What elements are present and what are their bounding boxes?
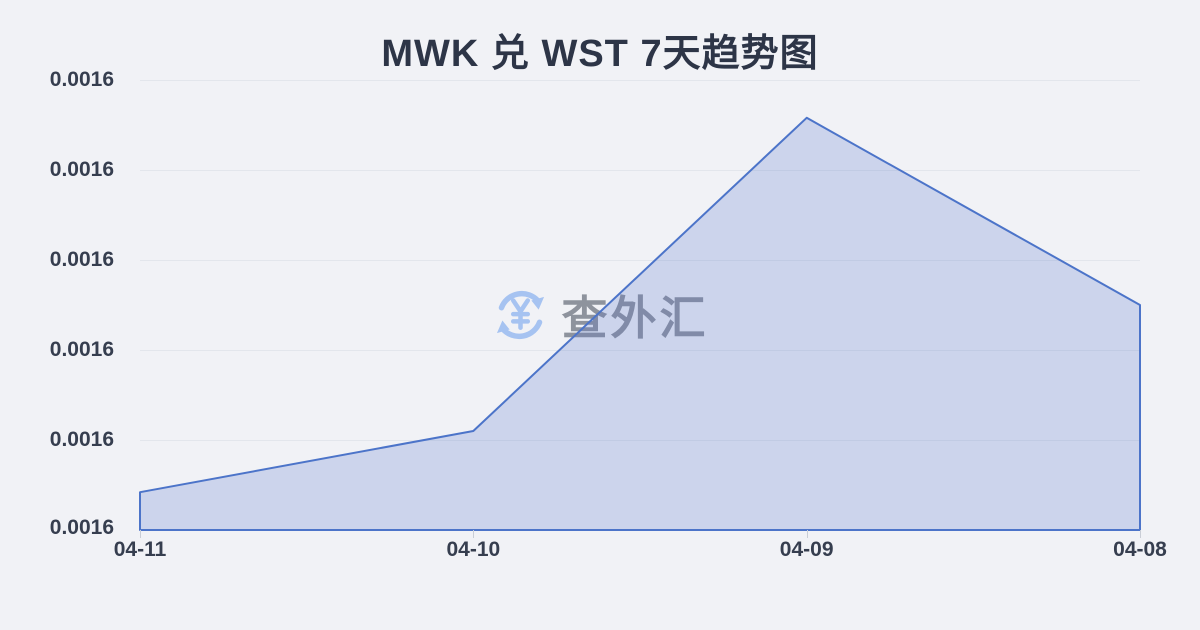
y-tick-label: 0.0016	[49, 428, 114, 451]
y-tick-label: 0.0016	[49, 338, 114, 361]
y-tick-label: 0.0016	[49, 516, 114, 539]
y-tick-label: 0.0016	[49, 158, 114, 181]
x-tick	[806, 530, 808, 538]
x-axis: 04-11 04-10 04-09 04-08	[114, 530, 1167, 568]
y-tick-label: 0.0016	[49, 68, 114, 91]
gridline	[140, 80, 1140, 81]
y-tick-label: 0.0016	[49, 248, 114, 271]
x-tick	[473, 530, 475, 538]
gridline	[140, 350, 1140, 351]
gridline	[140, 440, 1140, 441]
trend-area-chart	[139, 116, 1141, 531]
area-series	[139, 116, 1141, 531]
x-tick-label: 04-10	[446, 538, 501, 561]
gridline	[140, 260, 1140, 261]
chart-title: MWK 兑 WST 7天趋势图	[381, 33, 819, 75]
gridline	[140, 170, 1140, 171]
x-tick-label: 04-09	[779, 538, 834, 561]
x-tick-label: 04-08	[1113, 538, 1167, 561]
y-axis: 0.0016 0.0016 0.0016 0.0016 0.0016 0.001…	[0, 68, 128, 539]
x-tick	[1140, 530, 1141, 538]
x-tick	[140, 530, 141, 538]
x-tick-label: 04-11	[113, 538, 167, 561]
